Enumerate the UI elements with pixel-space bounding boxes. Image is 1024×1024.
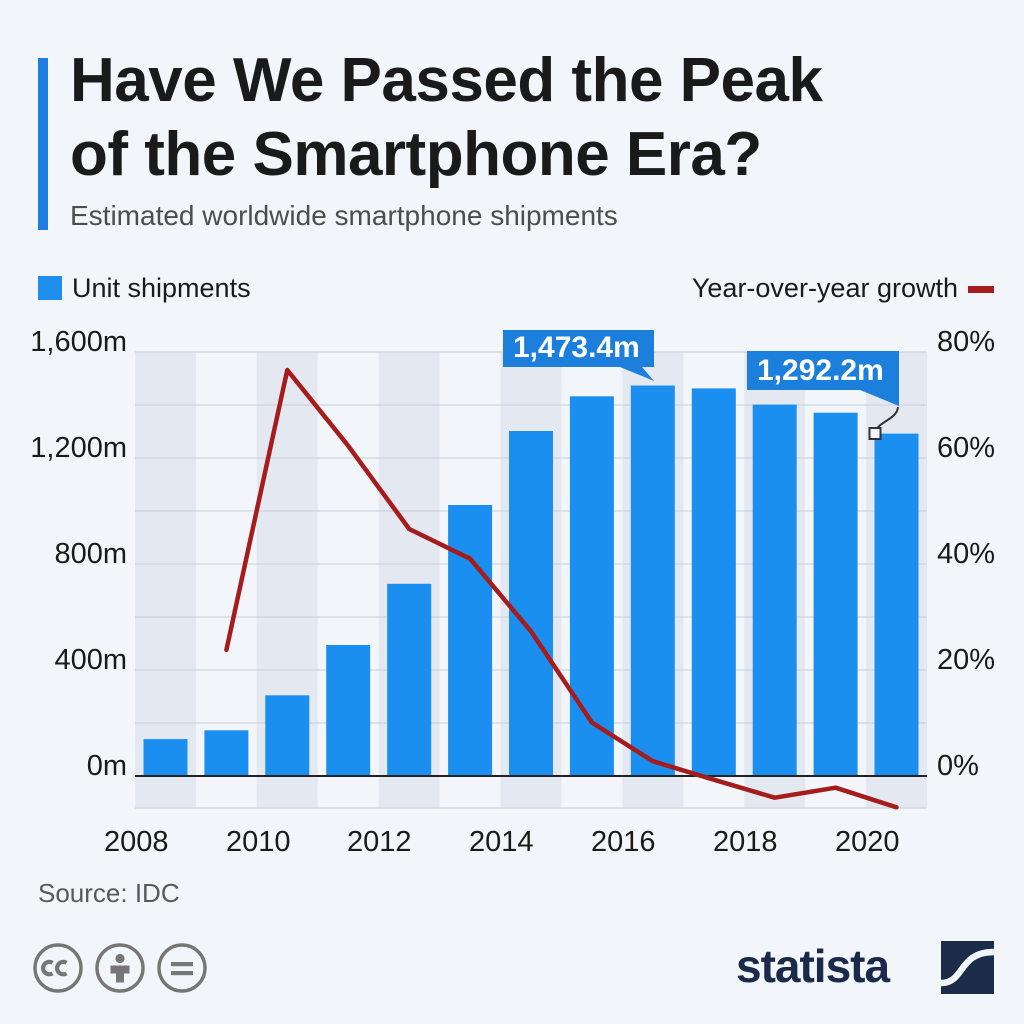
svg-text:1,292.2m: 1,292.2m bbox=[757, 354, 884, 387]
svg-text:statista: statista bbox=[736, 940, 890, 992]
svg-text:1,473.4m: 1,473.4m bbox=[513, 331, 640, 364]
